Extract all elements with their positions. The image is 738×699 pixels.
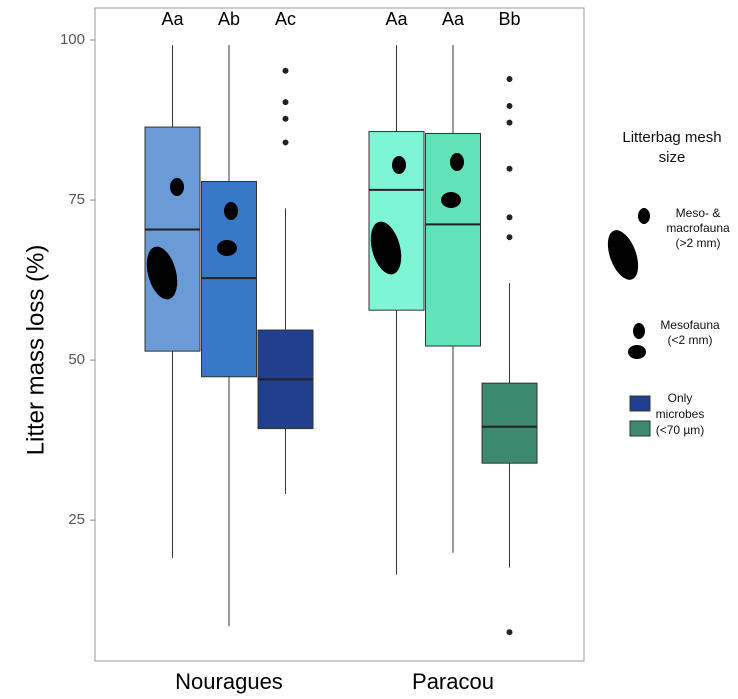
outlier <box>506 76 513 83</box>
box <box>481 382 538 464</box>
group-letters: Aa <box>385 9 408 29</box>
legend-label: Meso- & macrofauna (>2 mm) <box>666 206 730 250</box>
outlier <box>506 629 513 636</box>
group-letters: Ac <box>275 9 296 29</box>
outlier <box>506 119 513 126</box>
outlier <box>506 165 513 172</box>
legend-title: Litterbag mesh size <box>622 129 722 166</box>
outlier <box>506 234 513 241</box>
y-tick-label: 50 <box>68 351 85 368</box>
box <box>144 126 201 352</box>
outlier <box>282 139 289 146</box>
legend-key <box>629 420 651 437</box>
group-letters: Ab <box>218 9 240 29</box>
group-letters: Bb <box>498 9 520 29</box>
outlier <box>282 115 289 122</box>
legend-label: Mesofauna (<2 mm) <box>660 318 720 347</box>
group-letters: Aa <box>442 9 465 29</box>
x-tick-label: Nouragues <box>175 669 283 694</box>
outlier <box>282 67 289 74</box>
legend-label: Only microbes (<70 µm) <box>655 391 705 437</box>
legend-key <box>629 395 651 412</box>
y-axis-label: Litter mass loss (%) <box>22 245 49 456</box>
y-tick-label: 100 <box>60 31 85 48</box>
insect-icons <box>146 153 650 359</box>
group-letters: Aa <box>161 9 184 29</box>
y-tick-label: 25 <box>68 511 85 528</box>
panel <box>94 7 585 662</box>
x-tick-label: Paracou <box>412 669 494 694</box>
y-tick-label: 75 <box>68 191 85 208</box>
outlier <box>506 214 513 221</box>
outlier <box>282 99 289 106</box>
marks: 25 50 75 100 Nouragues Paracou Aa Aa Ab Aa Ac Bb <box>60 9 651 694</box>
outlier <box>506 102 513 109</box>
